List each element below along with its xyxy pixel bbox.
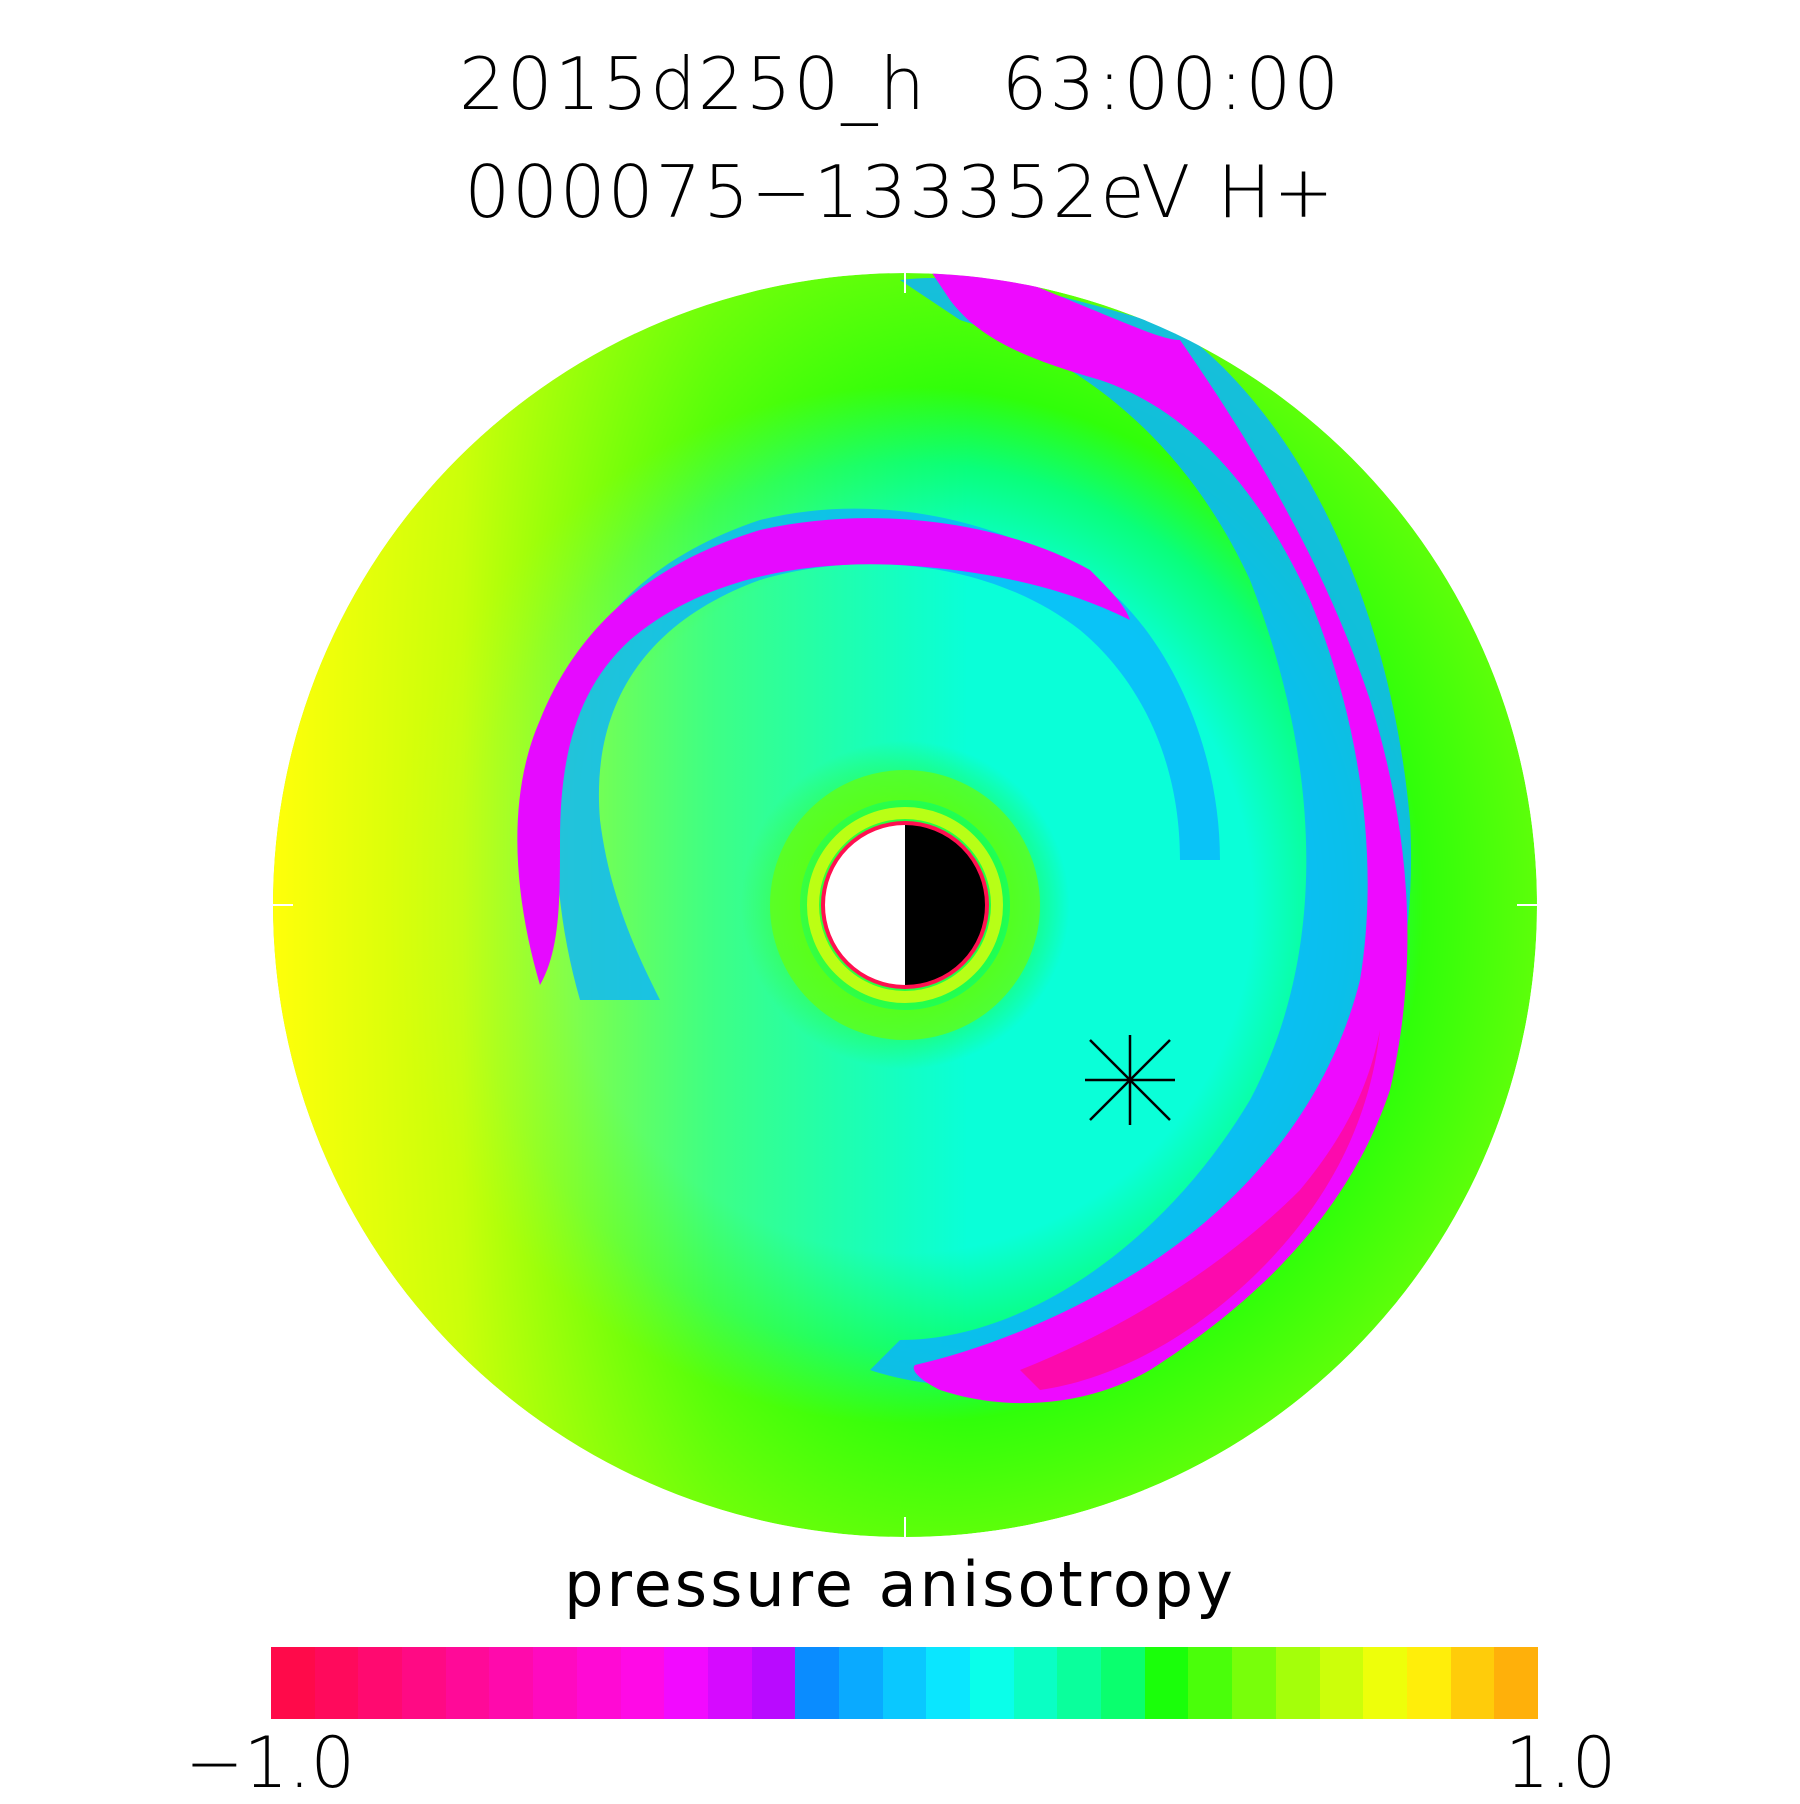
colorbar-segment: [1232, 1647, 1276, 1719]
colorbar-segment: [1188, 1647, 1233, 1719]
colorbar-segment: [970, 1647, 1014, 1719]
colorbar-segment: [271, 1647, 315, 1719]
colorbar-segment: [707, 1647, 752, 1719]
colorbar-segment: [533, 1647, 577, 1719]
colorbar-segment: [1101, 1647, 1145, 1719]
colorbar-segment: [620, 1647, 665, 1719]
colorbar-segment: [358, 1647, 403, 1719]
colorbar-segment: [1319, 1647, 1364, 1719]
colorbar-segment: [445, 1647, 490, 1719]
colorbar-segment: [1057, 1647, 1102, 1719]
anisotropy-map: [273, 273, 1537, 1537]
red-spiral-core: [1020, 1030, 1380, 1390]
colorbar-segment: [1406, 1647, 1451, 1719]
colorbar-segment: [838, 1647, 883, 1719]
colorbar-segment: [882, 1647, 927, 1719]
colorbar-segment: [1275, 1647, 1320, 1719]
colorbar-label: pressure anisotropy: [564, 1548, 1236, 1621]
colorbar-segment: [751, 1647, 796, 1719]
colorbar-segment: [402, 1647, 446, 1719]
colorbar-max-label: 1.0: [1505, 1722, 1617, 1804]
colorbar: [271, 1647, 1538, 1719]
colorbar-segment: [576, 1647, 621, 1719]
colorbar-segment: [1013, 1647, 1058, 1719]
colorbar-segment: [1363, 1647, 1407, 1719]
colorbar-segment: [314, 1647, 359, 1719]
colorbar-segment: [664, 1647, 708, 1719]
magenta-arc-inner: [517, 518, 1130, 985]
colorbar-segment: [795, 1647, 839, 1719]
colorbar-segment: [1494, 1647, 1538, 1719]
colorbar-segment: [1144, 1647, 1189, 1719]
asterisk-marker-icon: [1085, 1035, 1175, 1125]
inner-green-ring: [770, 770, 1040, 1040]
colorbar-segment: [489, 1647, 534, 1719]
colorbar-segment: [926, 1647, 970, 1719]
blue-band-outer: [870, 278, 1412, 1386]
colorbar-segment: [1450, 1647, 1495, 1719]
earth-icon: [821, 821, 989, 989]
inner-yellow-ring: [807, 807, 1003, 1003]
title-line-1: 2015d250_h 63:00:00: [458, 42, 1342, 126]
title-line-2: 000075−133352eV H+: [464, 150, 1336, 234]
blue-band-inner: [556, 508, 1220, 1000]
colorbar-min-label: −1.0: [185, 1722, 355, 1804]
